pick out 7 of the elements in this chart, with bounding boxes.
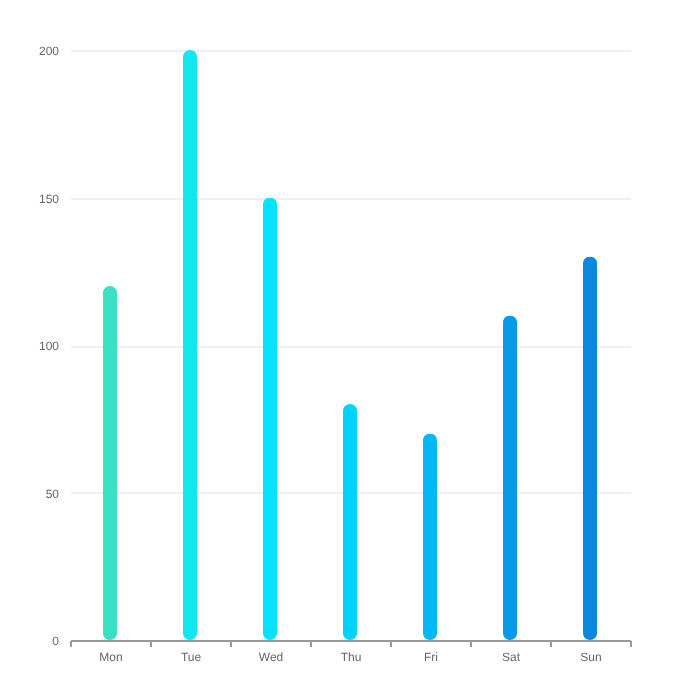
bar xyxy=(263,197,277,640)
bar xyxy=(583,256,597,640)
bar xyxy=(183,50,197,640)
bar xyxy=(343,404,357,640)
bar xyxy=(103,286,117,640)
bar xyxy=(503,315,517,640)
bar xyxy=(423,433,437,640)
